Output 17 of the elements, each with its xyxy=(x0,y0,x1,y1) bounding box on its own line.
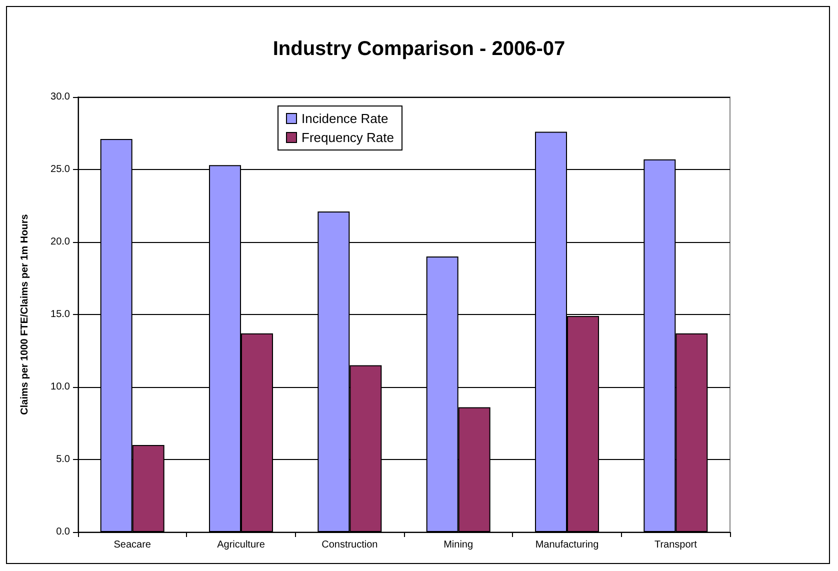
y-tick-label: 30.0 xyxy=(50,92,70,102)
x-tick-label: Agriculture xyxy=(217,540,266,550)
x-tick-label: Seacare xyxy=(114,540,152,550)
y-tick-label: 10.0 xyxy=(50,382,70,392)
y-axis-title: Claims per 1000 FTE/Claims per 1m Hours xyxy=(20,214,30,415)
x-tick-label: Construction xyxy=(322,540,378,550)
x-tick-label: Transport xyxy=(654,540,698,550)
chart-title: Industry Comparison - 2006-07 xyxy=(272,38,566,60)
y-tick-label: 0.0 xyxy=(56,526,70,538)
y-tick-label: 15.0 xyxy=(50,309,70,320)
legend-label: Frequency Rate xyxy=(302,130,394,145)
x-tick-label: Manufacturing xyxy=(535,540,599,550)
y-tick-label: 20.0 xyxy=(50,236,70,248)
x-tick-label: Mining xyxy=(444,540,474,550)
y-tick-label: 5.0 xyxy=(56,454,70,465)
legend-label: Incidence Rate xyxy=(302,111,388,126)
y-tick-label: 25.0 xyxy=(50,164,70,175)
